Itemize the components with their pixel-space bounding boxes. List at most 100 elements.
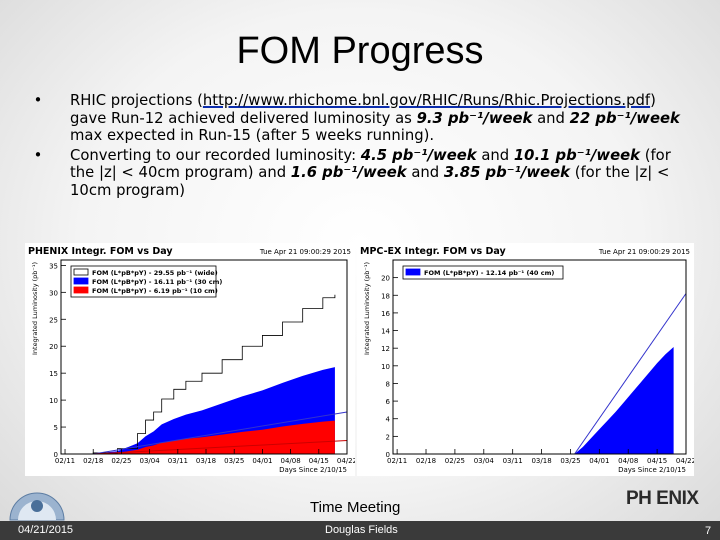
bullet-text: (for the |z| < 40cm program) and (70, 146, 671, 182)
series-step-line (61, 294, 336, 455)
phenix-logo-right: PH ENIX (626, 488, 699, 509)
x-tick-label: 03/11 (168, 457, 188, 465)
y-tick-label: 4 (386, 416, 391, 424)
x-tick-label: 04/01 (252, 457, 272, 465)
page-number: 7 (705, 525, 712, 537)
x-tick-label: 04/22 (337, 457, 355, 465)
legend-label: FOM (L*pB*pY) - 12.14 pb⁻¹ (40 cm) (424, 269, 554, 277)
projection-line (93, 411, 348, 455)
bullet-text: and (406, 164, 444, 181)
series-area (61, 420, 335, 454)
x-tick-label: 04/08 (618, 457, 638, 465)
plot-frame (60, 259, 348, 455)
x-tick-label: 02/18 (83, 457, 103, 465)
bullet-text: ) gave Run-12 achieved delivered luminos… (70, 92, 656, 127)
y-tick-label: 5 (54, 424, 58, 432)
y-tick-label: 12 (381, 345, 390, 353)
legend-swatch (73, 286, 89, 294)
bullet-item: • Converting to our recorded luminosity: … (28, 147, 688, 200)
highlight-value: 10.1 pb⁻¹/week (513, 146, 640, 164)
x-axis-label: Days Since 2/10/15 (279, 466, 347, 474)
y-axis-label: Integrated Luminosity (pb⁻¹) (31, 262, 39, 355)
y-tick-label: 14 (381, 328, 390, 336)
highlight-value: 1.6 pb⁻¹/week (290, 164, 407, 181)
bullet-dot: • (33, 92, 43, 109)
legend-label: FOM (L*pB*pY) - 29.55 pb⁻¹ (wide) (92, 269, 218, 277)
x-tick-label: 02/11 (55, 457, 75, 465)
y-tick-label: 18 (381, 292, 390, 300)
chart-timestamp: Tue Apr 21 09:00:29 2015 (259, 248, 351, 256)
mpcex-fom-svg: MPC-EX Integr. FOM vs Day Tue Apr 21 09:0… (357, 243, 696, 476)
footer-date: 04/21/2015 (18, 524, 74, 536)
bullet-text: max expected in Run-15 (after 5 weeks ru… (70, 127, 435, 144)
x-tick-label: 04/08 (281, 457, 301, 465)
y-tick-label: 10 (381, 363, 390, 371)
x-tick-label: 04/15 (309, 457, 329, 465)
chart-timestamp: Tue Apr 21 09:00:29 2015 (598, 248, 690, 256)
x-tick-label: 03/18 (531, 457, 551, 465)
highlight-value: 4.5 pb⁻¹/week (360, 146, 477, 164)
y-tick-label: 0 (386, 451, 390, 459)
legend-box (402, 265, 564, 280)
x-tick-label: 03/04 (140, 457, 161, 465)
y-tick-label: 8 (386, 380, 390, 388)
footer-author: Douglas Fields (325, 524, 398, 536)
plot-frame (392, 259, 687, 455)
y-tick-label: 30 (49, 289, 58, 297)
chart-title: PHENIX Integr. FOM vs Day (28, 246, 173, 257)
bullet-text: and (532, 109, 570, 127)
y-tick-label: 35 (49, 262, 58, 270)
y-tick-label: 15 (49, 370, 58, 378)
bullet-text: (for the |z| < 10cm program) (70, 164, 670, 199)
phenix-logo-left (9, 492, 65, 521)
mpcex-fom-chart: MPC-EX Integr. FOM vs Day Tue Apr 21 09:0… (357, 243, 696, 476)
x-tick-label: 02/18 (416, 457, 436, 465)
x-tick-label: 02/11 (387, 457, 407, 465)
y-tick-label: 20 (381, 275, 390, 283)
highlight-value: 3.85 pb⁻¹/week (443, 164, 570, 181)
y-tick-label: 25 (49, 316, 58, 324)
legend-label: FOM (L*pB*pY) - 6.19 pb⁻¹ (10 cm) (92, 287, 218, 295)
legend-swatch (73, 268, 89, 276)
projections-link[interactable]: http://www.rhichome.bnl.gov/RHIC/Runs/Rh… (202, 92, 651, 109)
y-tick-label: 2 (386, 433, 390, 441)
series-area (574, 346, 674, 454)
x-tick-label: 03/11 (503, 457, 523, 465)
legend-swatch (73, 277, 89, 285)
y-axis-label: Integrated Luminosity (pb⁻¹) (363, 262, 371, 355)
projection-line (574, 293, 687, 455)
bullet-text: Converting to our recorded luminosity: (70, 146, 361, 164)
legend-swatch (405, 268, 421, 276)
x-tick-label: 02/25 (445, 457, 465, 465)
phenix-fom-chart: PHENIX Integr. FOM vs Day Tue Apr 21 09:0… (25, 243, 357, 476)
meeting-label: Time Meeting (310, 499, 401, 516)
x-tick-label: 04/15 (647, 457, 667, 465)
x-axis-label: Days Since 2/10/15 (618, 466, 686, 474)
y-tick-label: 10 (49, 397, 58, 405)
legend-label: FOM (L*pB*pY) - 16.11 pb⁻¹ (30 cm) (92, 278, 222, 286)
y-tick-label: 0 (54, 451, 58, 459)
bullet-list: • RHIC projections (http://www.rhichome.b… (28, 92, 688, 199)
chart-title: MPC-EX Integr. FOM vs Day (360, 246, 506, 257)
x-tick-label: 03/18 (196, 457, 216, 465)
bullet-text: RHIC projections ( (70, 92, 203, 109)
bullet-item: • RHIC projections (http://www.rhichome.b… (28, 92, 688, 145)
slide-title: FOM Progress (236, 30, 484, 72)
highlight-value: 9.3 pb⁻¹/week (416, 109, 533, 127)
bullet-text: and (476, 146, 514, 164)
phenix-fom-svg: PHENIX Integr. FOM vs Day Tue Apr 21 09:0… (25, 243, 357, 476)
y-tick-label: 16 (381, 310, 390, 318)
bullet-dot: • (33, 146, 43, 164)
y-tick-label: 20 (49, 343, 58, 351)
highlight-value: 22 pb⁻¹/week (569, 109, 680, 127)
x-tick-label: 02/25 (111, 457, 131, 465)
y-tick-label: 6 (386, 398, 391, 406)
x-tick-label: 03/04 (474, 457, 495, 465)
legend-box (70, 265, 217, 298)
footer-bar: 04/21/2015 Douglas Fields 7 (0, 521, 720, 540)
x-tick-label: 03/25 (224, 457, 244, 465)
x-tick-label: 04/22 (676, 457, 694, 465)
x-tick-label: 03/25 (560, 457, 580, 465)
x-tick-label: 04/01 (589, 457, 609, 465)
projection-line (93, 440, 348, 455)
